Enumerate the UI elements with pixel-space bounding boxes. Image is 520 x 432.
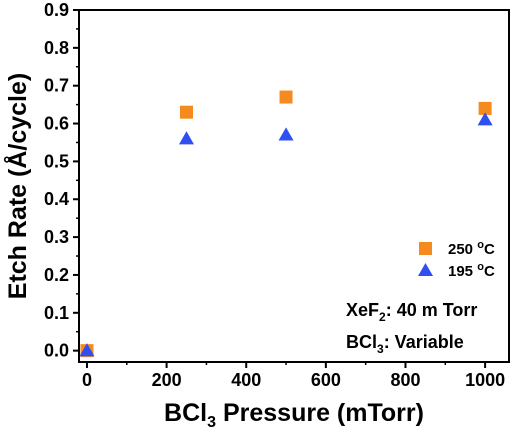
legend: 250 oC 195 oC: [418, 239, 495, 280]
y-axis-title: Etch Rate (Å/cycle): [3, 73, 32, 299]
y-tick-label: 0.6: [44, 114, 69, 134]
annotation-xef2-pre: XeF: [346, 300, 379, 320]
annotation-xef2: XeF2: 40 m Torr: [346, 300, 477, 324]
annotation-bcl3-post: : Variable: [384, 332, 464, 352]
y-tick-label: 0.5: [44, 151, 69, 171]
legend-label-195-unit: C: [484, 263, 495, 280]
legend-label-195: 195 oC: [448, 261, 495, 280]
x-tick-label: 600: [311, 370, 341, 390]
data-point-195c: [179, 131, 194, 145]
y-tick-label: 0.9: [44, 0, 69, 20]
legend-marker-195: [418, 263, 433, 276]
plot-frame: [78, 9, 510, 363]
y-tick-label: 0.3: [44, 227, 69, 247]
annotation-bcl3: BCl3: Variable: [346, 332, 464, 356]
x-tick-label: 200: [152, 370, 182, 390]
y-tick-label: 0.1: [44, 303, 69, 323]
legend-label-250-unit: C: [484, 241, 495, 258]
annotation-xef2-sub: 2: [379, 310, 386, 324]
data-point-250c: [279, 90, 293, 104]
legend-label-250-num: 250: [448, 241, 477, 258]
y-tick-label: 0.2: [44, 265, 69, 285]
legend-label-250-sup: o: [477, 239, 484, 251]
plot-area: [78, 9, 510, 363]
data-point-250c: [180, 105, 193, 119]
legend-marker-250: [419, 242, 432, 255]
annotation-bcl3-pre: BCl: [346, 332, 377, 352]
series-triangle-group: [79, 112, 493, 357]
x-axis-title: BCl3 Pressure (mTorr): [164, 399, 424, 431]
legend-label-195-sup: o: [477, 261, 484, 273]
x-axis-title-sub: 3: [207, 414, 216, 431]
annotation-bcl3-sub: 3: [377, 342, 384, 356]
y-tick-label: 0.7: [44, 76, 69, 96]
x-axis-title-post: Pressure (mTorr): [216, 399, 424, 427]
legend-label-195-num: 195: [448, 263, 477, 280]
y-tick-label: 0.4: [44, 189, 69, 209]
x-tick-label: 800: [390, 370, 420, 390]
annotation-xef2-post: : 40 m Torr: [386, 300, 478, 320]
y-tick-label: 0.8: [44, 38, 69, 58]
x-tick-label: 0: [82, 370, 92, 390]
y-axis-ticks: 0.0 0.1 0.2 0.3 0.4 0.5 0.6 0.7 0.8 0.9: [44, 0, 79, 361]
x-axis-title-pre: BCl: [164, 399, 207, 427]
x-tick-label: 1000: [465, 370, 505, 390]
y-tick-label: 0.0: [44, 341, 69, 361]
legend-label-250: 250 oC: [448, 239, 495, 258]
data-point-195c: [79, 343, 95, 357]
x-axis-ticks: 0 200 400 600 800 1000: [82, 362, 505, 390]
data-point-195c: [477, 112, 493, 126]
data-point-195c: [278, 127, 294, 141]
data-marks: [79, 90, 493, 358]
x-tick-label: 400: [231, 370, 261, 390]
data-point-250c: [478, 101, 492, 115]
